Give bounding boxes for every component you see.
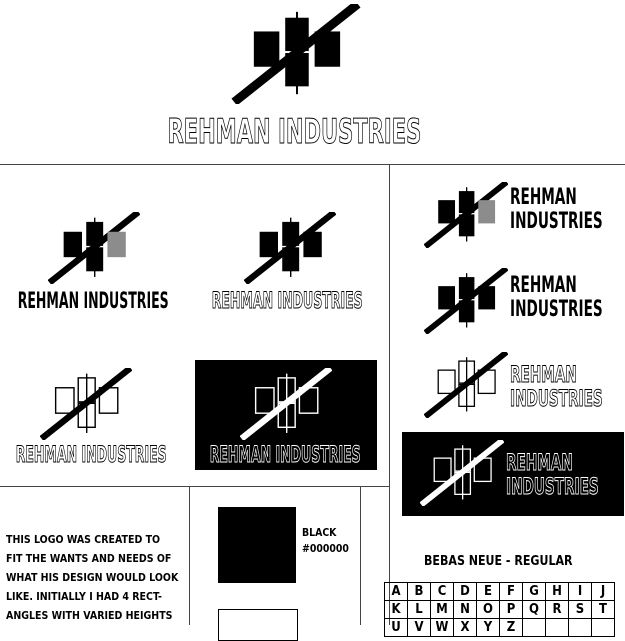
inverse-panel-h xyxy=(402,432,624,516)
swatch-black-name: BLACK xyxy=(302,526,337,539)
swatch-black-hex: #000000 xyxy=(302,542,349,555)
logo-mark-outline-h xyxy=(424,352,508,418)
alphabet-cell: Z xyxy=(499,618,523,637)
divider-top xyxy=(0,164,625,165)
alphabet-cell: J xyxy=(591,582,615,601)
wordmark-outline-2: REHMAN INDUSTRIES xyxy=(15,443,167,469)
alphabet-grid: A B C D E F G H I J K L M N O P Q R S T … xyxy=(384,582,615,637)
alphabet-cell xyxy=(522,618,546,637)
alphabet-cell: K xyxy=(384,600,408,619)
description-line-2: FIT THE WANTS AND NEEDS OF xyxy=(6,552,172,565)
alphabet-cell: R xyxy=(545,600,569,619)
description-text: THIS LOGO WAS CREATED TO FIT THE WANTS A… xyxy=(6,530,178,625)
divider-bottom-mid xyxy=(360,486,361,625)
logo-mark-gray-accent xyxy=(48,212,140,284)
lockup-4-line2: INDUSTRIES xyxy=(506,475,599,500)
alphabet-cell: L xyxy=(407,600,431,619)
alphabet-cell xyxy=(568,618,592,637)
lockup-2-line1: REHMAN xyxy=(510,273,577,298)
alphabet-cell: I xyxy=(568,582,592,601)
hero-wordmark: REHMAN INDUSTRIES xyxy=(167,112,422,153)
description-line-5: ANGLES WITH VARIED HEIGHTS xyxy=(6,609,173,622)
wordmark-solid: REHMAN INDUSTRIES xyxy=(17,289,169,314)
hero-logo-mark xyxy=(228,4,364,104)
logo-mark-inverse xyxy=(240,368,332,440)
alphabet-cell: S xyxy=(568,600,592,619)
alphabet-cell xyxy=(545,618,569,637)
alphabet-cell: Y xyxy=(476,618,500,637)
wordmark-outline: REHMAN INDUSTRIES xyxy=(211,289,363,315)
swatch-black xyxy=(218,507,296,583)
alphabet-cell: O xyxy=(476,600,500,619)
lockup-2-line2: INDUSTRIES xyxy=(510,297,603,322)
alphabet-cell: M xyxy=(430,600,454,619)
alphabet-cell: G xyxy=(522,582,546,601)
lockup-3-line2: INDUSTRIES xyxy=(510,387,603,412)
alphabet-cell xyxy=(591,618,615,637)
alphabet-cell: C xyxy=(430,582,454,601)
logo-mark-solid-h xyxy=(424,268,508,334)
alphabet-cell: U xyxy=(384,618,408,637)
alphabet-row: U V W X Y Z xyxy=(384,618,615,637)
alphabet-cell: X xyxy=(453,618,477,637)
alphabet-row: K L M N O P Q R S T xyxy=(384,600,615,619)
alphabet-cell: T xyxy=(591,600,615,619)
alphabet-cell: P xyxy=(499,600,523,619)
description-line-4: LIKE. INITIALLY I HAD 4 RECT- xyxy=(6,590,162,603)
alphabet-cell: D xyxy=(453,582,477,601)
alphabet-cell: A xyxy=(384,582,408,601)
lockup-1-line1: REHMAN xyxy=(510,185,577,210)
typeface-title: BEBAS NEUE - REGULAR xyxy=(424,554,573,569)
logo-mark-outline xyxy=(40,368,132,440)
description-line-1: THIS LOGO WAS CREATED TO xyxy=(6,533,161,546)
lockup-4-line1: REHMAN xyxy=(506,451,573,476)
alphabet-cell: H xyxy=(545,582,569,601)
alphabet-cell: N xyxy=(453,600,477,619)
divider-middle xyxy=(0,486,389,487)
description-line-3: WHAT HIS DESIGN WOULD LOOK xyxy=(6,571,179,584)
alphabet-cell: B xyxy=(407,582,431,601)
divider-right-column xyxy=(389,164,390,625)
alphabet-cell: V xyxy=(407,618,431,637)
swatch-black-label: BLACK #000000 xyxy=(302,525,349,557)
logo-mark-inverse-h xyxy=(420,440,504,506)
logo-mark-solid xyxy=(244,212,336,284)
divider-bottom-left xyxy=(189,486,190,625)
logo-mark-gray-accent-h xyxy=(424,182,508,248)
alphabet-cell: F xyxy=(499,582,523,601)
alphabet-row: A B C D E F G H I J xyxy=(384,582,615,601)
alphabet-cell: Q xyxy=(522,600,546,619)
alphabet-cell: E xyxy=(476,582,500,601)
lockup-1-line2: INDUSTRIES xyxy=(510,209,603,234)
wordmark-inverse: REHMAN INDUSTRIES xyxy=(209,443,361,469)
alphabet-cell: W xyxy=(430,618,454,637)
lockup-3-line1: REHMAN xyxy=(510,363,577,388)
swatch-white xyxy=(218,609,298,641)
